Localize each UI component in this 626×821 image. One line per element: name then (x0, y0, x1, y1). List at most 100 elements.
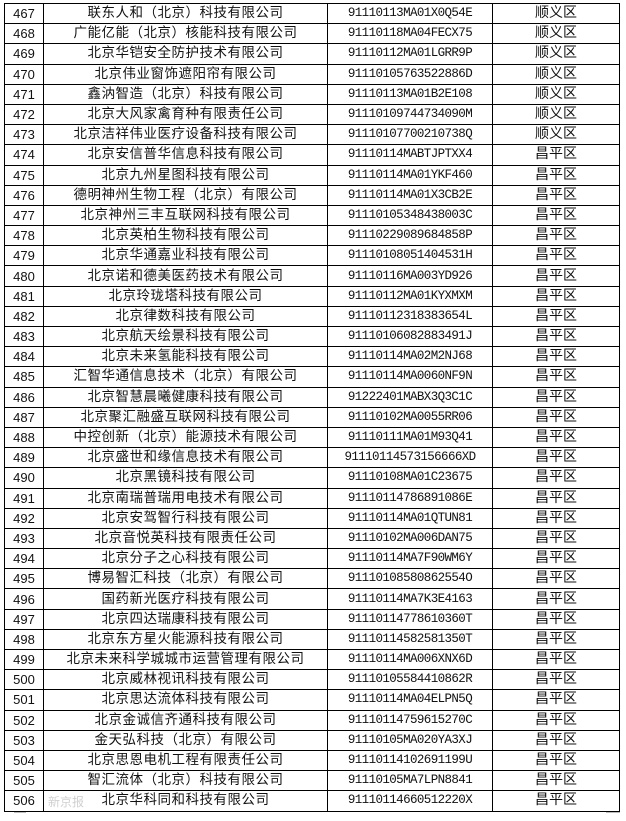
company-name: 博易智汇科技（北京）有限公司 (43, 568, 328, 590)
row-number: 491 (4, 487, 44, 509)
table-row: 502 北京金诚信齐通科技有限公司 91110114759615270C 昌平区 (4, 709, 620, 731)
company-name: 北京诺和德美医药技术有限公司 (43, 265, 328, 287)
credit-code: 91110114MA01QTUN81 (327, 507, 493, 529)
row-number: 475 (4, 164, 44, 186)
credit-code: 91222401MABX3Q3C1C (327, 386, 493, 408)
row-number: 497 (4, 608, 44, 630)
district: 昌平区 (492, 406, 620, 428)
credit-code: 91110118MA04FECX75 (327, 23, 493, 45)
row-number: 492 (4, 507, 44, 529)
district: 顺义区 (492, 124, 620, 146)
credit-code: 91110105MA7LPN8841 (327, 770, 493, 792)
company-name: 北京安驾智行科技有限公司 (43, 507, 328, 529)
district: 昌平区 (492, 325, 620, 348)
district: 昌平区 (492, 689, 620, 711)
district: 昌平区 (492, 628, 620, 651)
row-number: 481 (4, 285, 44, 307)
row-number: 470 (4, 63, 44, 85)
row-number: 493 (4, 527, 44, 550)
row-number: 484 (4, 346, 44, 368)
company-name: 汇智华通信息技术（北京）有限公司 (43, 366, 328, 388)
credit-code: 91110116MA003YD926 (327, 265, 493, 287)
company-name: 北京未来科学城城市运营管理有限公司 (43, 648, 328, 671)
credit-code: 91110114759615270C (327, 709, 493, 731)
company-name: 北京聚汇融盛互联网科技有限公司 (43, 406, 328, 428)
district: 昌平区 (492, 184, 620, 206)
credit-code: 91110114778610360T (327, 608, 493, 630)
credit-code: 91110112318383654L (327, 305, 493, 328)
company-name: 北京音悦英科技有限责任公司 (43, 527, 328, 550)
watermark: 新京报 (48, 795, 85, 809)
credit-code: 91110114102691199U (327, 749, 493, 772)
table-row: 498 北京东方星火能源科技有限公司 91110114582581350T 昌平区 (4, 628, 620, 651)
credit-code: 91110114MA7K3E4163 (327, 588, 493, 610)
row-number: 467 (4, 2, 44, 25)
company-name: 智汇流体（北京）科技有限公司 (43, 770, 328, 792)
table-row: 506 北京华科同和科技有限公司 91110114660512220X 昌平区 (4, 790, 620, 812)
district: 顺义区 (492, 43, 620, 65)
company-name: 北京大风家禽育种有限责任公司 (43, 103, 328, 126)
table-row: 495 博易智汇科技（北京）有限公司 91110108580862554O 昌平区 (4, 568, 620, 590)
table-row: 468 广能亿能（北京）核能科技有限公司 91110118MA04FECX75 顺义区 (4, 23, 620, 45)
company-name: 德明神州生物工程（北京）有限公司 (43, 184, 328, 206)
row-number: 502 (4, 709, 44, 731)
table-row: 492 北京安驾智行科技有限公司 91110114MA01QTUN81 昌平区 (4, 507, 620, 529)
row-number: 485 (4, 366, 44, 388)
district: 昌平区 (492, 608, 620, 630)
table-row: 482 北京律数科技有限公司 91110112318383654L 昌平区 (4, 305, 620, 328)
credit-code: 91110113MA01X0Q54E (327, 2, 493, 25)
district: 顺义区 (492, 103, 620, 126)
table-row: 474 北京安信普华信息科技有限公司 91110114MABTJPTXX4 昌平区 (4, 144, 620, 166)
district: 昌平区 (492, 487, 620, 509)
company-name: 北京伟业窗饰遮阳帘有限公司 (43, 63, 328, 85)
row-number: 500 (4, 669, 44, 691)
credit-code: 91110111MA01M93Q41 (327, 426, 493, 449)
company-name: 北京华科同和科技有限公司 (43, 790, 328, 812)
row-number: 496 (4, 588, 44, 610)
row-number: 488 (4, 426, 44, 449)
row-number: 474 (4, 144, 44, 166)
row-number: 494 (4, 548, 44, 570)
company-name: 北京威林视讯科技有限公司 (43, 669, 328, 691)
credit-code: 91110114582581350T (327, 628, 493, 651)
company-name: 北京律数科技有限公司 (43, 305, 328, 328)
district: 顺义区 (492, 2, 620, 25)
row-number: 468 (4, 23, 44, 45)
table-row: 505 智汇流体（北京）科技有限公司 91110105MA7LPN8841 昌平区 (4, 770, 620, 792)
enterprise-table: 467 联东人和（北京）科技有限公司 91110113MA01X0Q54E 顺义区 46… (4, 2, 620, 812)
district: 昌平区 (492, 770, 620, 792)
company-name: 北京南瑞普瑞用电技术有限公司 (43, 487, 328, 509)
credit-code: 91110114MA04ELPN5Q (327, 689, 493, 711)
company-name: 北京盛世和缘信息技术有限公司 (43, 447, 328, 469)
company-name: 北京华通嘉业科技有限公司 (43, 245, 328, 267)
credit-code: 91110105763522886D (327, 63, 493, 85)
table-row: 500 北京威林视讯科技有限公司 91110105584410862R 昌平区 (4, 669, 620, 691)
district: 顺义区 (492, 83, 620, 105)
credit-code: 91110112MA01KYXMXM (327, 285, 493, 307)
credit-code: 91110114MA01YKF460 (327, 164, 493, 186)
company-name: 联东人和（北京）科技有限公司 (43, 2, 328, 25)
row-number: 490 (4, 467, 44, 489)
district: 昌平区 (492, 386, 620, 408)
district: 昌平区 (492, 426, 620, 449)
row-number: 472 (4, 103, 44, 126)
table-body: 467 联东人和（北京）科技有限公司 91110113MA01X0Q54E 顺义区 46… (4, 2, 620, 812)
credit-code: 91110114MA01X3CB2E (327, 184, 493, 206)
district: 昌平区 (492, 164, 620, 186)
table-row: 469 北京华铠安全防护技术有限公司 91110112MA01LGRR9P 顺义区 (4, 43, 620, 65)
row-number: 473 (4, 124, 44, 146)
credit-code: 91110114MA7F90WM6Y (327, 548, 493, 570)
credit-code: 91110102MA0055RR06 (327, 406, 493, 428)
district: 昌平区 (492, 749, 620, 772)
credit-code: 91110107700210738Q (327, 124, 493, 146)
district: 昌平区 (492, 346, 620, 368)
credit-code: 91110106082883491J (327, 325, 493, 348)
district: 昌平区 (492, 527, 620, 550)
district: 昌平区 (492, 447, 620, 469)
row-number: 499 (4, 648, 44, 671)
credit-code: 91110114573156666XD (327, 447, 493, 469)
credit-code: 91110108051404531H (327, 245, 493, 267)
row-number: 471 (4, 83, 44, 105)
table-row: 479 北京华通嘉业科技有限公司 91110108051404531H 昌平区 (4, 245, 620, 267)
table-row: 501 北京思达流体科技有限公司 91110114MA04ELPN5Q 昌平区 (4, 689, 620, 711)
